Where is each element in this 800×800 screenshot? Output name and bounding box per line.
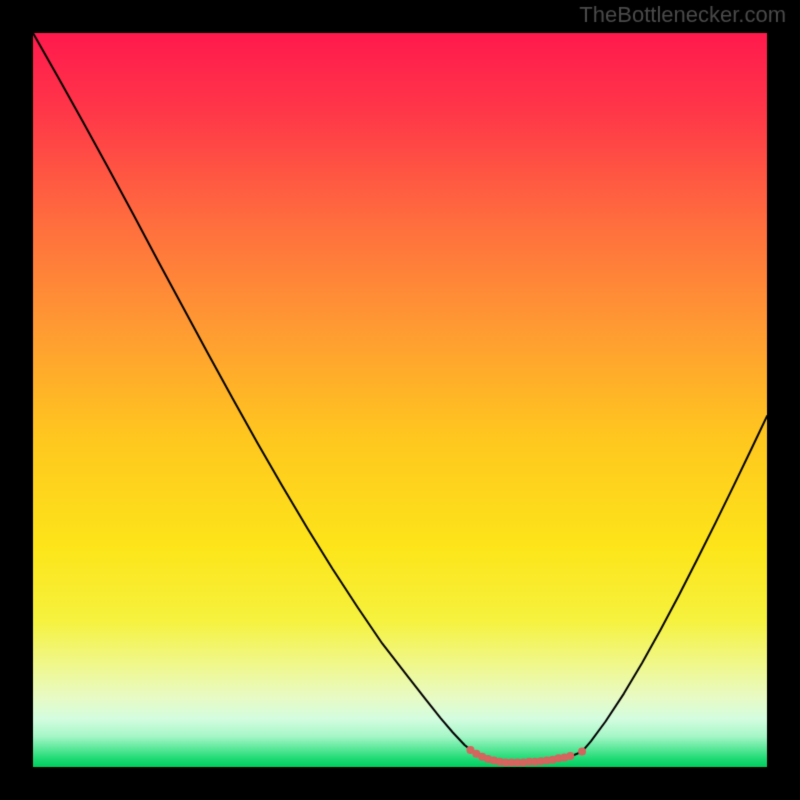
bottleneck-chart-canvas	[0, 0, 800, 800]
